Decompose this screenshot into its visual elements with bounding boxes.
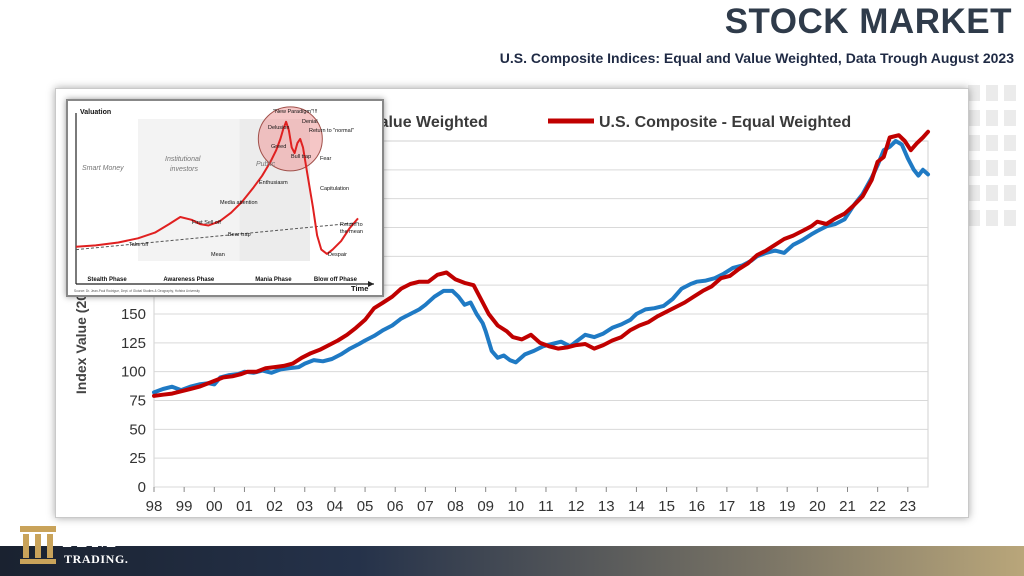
inset-xlabel: Time xyxy=(351,284,368,293)
annotation-label: Return to xyxy=(340,222,363,228)
y-tick-label: 150 xyxy=(121,306,146,323)
legend-label-equal-weighted: U.S. Composite - Equal Weighted xyxy=(599,114,851,131)
x-tick-label: 05 xyxy=(357,498,374,515)
x-tick-label: 04 xyxy=(327,498,344,515)
x-tick-label: 23 xyxy=(899,498,916,515)
page-subtitle: U.S. Composite Indices: Equal and Value … xyxy=(499,50,1014,66)
bubble-phases-chart: Valuation Time Stealth Phase Awareness Phas… xyxy=(74,106,374,293)
x-tick-label: 20 xyxy=(809,498,826,515)
x-tick-label: 07 xyxy=(417,498,434,515)
group-label: Institutional xyxy=(165,156,201,163)
annotation-label: "New Paradigm"!!! xyxy=(273,109,318,115)
group-label: Smart Money xyxy=(82,165,124,172)
x-tick-label: 12 xyxy=(568,498,585,515)
x-tick-label: 10 xyxy=(507,498,524,515)
series-line-value-weighted xyxy=(152,139,930,395)
x-tick-label: 11 xyxy=(538,498,554,515)
annotation-label: Return to "normal" xyxy=(309,128,354,134)
phase-band xyxy=(76,119,139,261)
x-tick-label: 18 xyxy=(749,498,766,515)
annotation-label: Capitulation xyxy=(320,186,349,192)
y-tick-label: 0 xyxy=(138,479,146,496)
annotation-label: Enthusiasm xyxy=(259,180,288,186)
phase-label: Awareness Phase xyxy=(163,277,215,283)
footer-bar xyxy=(0,546,1024,576)
bubble-phases-inset: Valuation Time Stealth Phase Awareness Phas… xyxy=(66,99,384,297)
bubble-curve xyxy=(75,120,359,255)
annotation-label: Mean xyxy=(211,252,225,258)
annotation-label: Denial xyxy=(302,119,318,125)
x-tick-label: 03 xyxy=(296,498,313,515)
y-tick-label: 100 xyxy=(121,364,146,381)
x-tick-label: 13 xyxy=(598,498,615,515)
annotation-label: Despair xyxy=(328,252,347,258)
x-tick-label: 14 xyxy=(628,498,645,515)
phase-label: Blow off Phase xyxy=(314,277,358,283)
x-tick-label: 09 xyxy=(477,498,494,515)
x-tick-label: 15 xyxy=(658,498,675,515)
y-tick-label: 75 xyxy=(129,393,146,410)
y-tick-label: 25 xyxy=(129,450,146,467)
x-tick-label: 98 xyxy=(146,498,163,515)
annotation-label: First Sell off xyxy=(192,220,221,226)
annotation-label: Greed xyxy=(271,144,286,150)
y-tick-label: 50 xyxy=(129,421,146,438)
inset-x-arrow-icon xyxy=(368,281,374,287)
annotation-label: Take off xyxy=(129,242,149,248)
mean-line xyxy=(75,222,359,251)
x-tick-label: 21 xyxy=(839,498,856,515)
phase-label: Mania Phase xyxy=(255,277,292,283)
y-tick-label: 125 xyxy=(121,335,146,352)
annotation-label: the mean xyxy=(340,229,363,235)
phase-label: Stealth Phase xyxy=(87,277,127,283)
x-tick-label: 00 xyxy=(206,498,223,515)
x-tick-label: 16 xyxy=(688,498,705,515)
x-tick-label: 01 xyxy=(236,498,253,515)
x-tick-label: 06 xyxy=(387,498,404,515)
inset-source: Source: Dr. Jean-Paul Rodrigue, Dept. of… xyxy=(74,289,200,293)
group-label: investors xyxy=(170,166,199,173)
x-tick-label: 08 xyxy=(447,498,464,515)
x-tick-label: 19 xyxy=(779,498,796,515)
decorative-pattern xyxy=(968,85,1016,226)
series-line-equal-weighted xyxy=(152,129,930,398)
annotation-label: Fear xyxy=(320,156,331,162)
legend: U.S. Composite - Equal Weighted site - V… xyxy=(328,114,851,131)
x-axis-ticks: 98 99 00 01 02 03 04 05 06 07 08 09 10 11 12 13 14 15 16 17… xyxy=(146,487,916,515)
main-chart-panel: 0255075100125150175200225250275 98990001… xyxy=(55,88,969,518)
phase-band xyxy=(138,119,240,261)
series-layer xyxy=(152,129,930,398)
group-label: Public xyxy=(256,161,276,168)
itm-logo-icon xyxy=(20,526,56,564)
inset-ylabel: Valuation xyxy=(80,109,111,116)
x-tick-label: 02 xyxy=(266,498,283,515)
x-tick-label: 17 xyxy=(719,498,736,515)
logo-brand: ITM xyxy=(62,524,117,553)
logo-sub: TRADING. xyxy=(64,552,129,566)
x-tick-label: 22 xyxy=(869,498,886,515)
annotation-label: Bear trap xyxy=(228,232,251,238)
annotation-label: Delusion xyxy=(268,125,289,131)
annotation-label: Bull trap xyxy=(291,154,311,160)
page-title: STOCK MARKET xyxy=(724,2,1012,41)
annotation-label: Media attention xyxy=(220,200,258,206)
x-tick-label: 99 xyxy=(176,498,193,515)
